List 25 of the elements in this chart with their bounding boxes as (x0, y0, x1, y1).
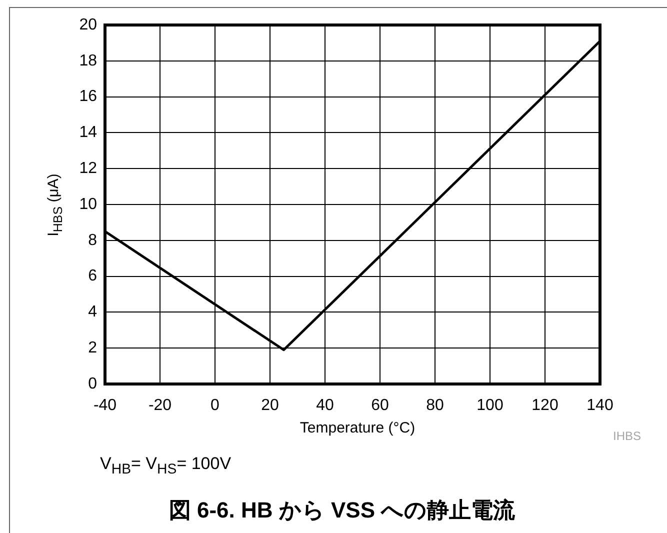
text: IHBS (612, 429, 641, 444)
x-tick-label: 60 (371, 397, 389, 414)
y-tick-label: 6 (88, 268, 98, 285)
x-tick-label: 20 (261, 397, 279, 414)
text: V$_{HB}$= V$_{HS}$= 100V (100, 454, 232, 478)
y-tick-label: 18 (79, 52, 98, 70)
y-tick-label: 16 (79, 88, 98, 106)
x-tick-label: 80 (426, 397, 444, 414)
x-tick-label: 140 (586, 397, 614, 414)
y-tick-label: 2 (88, 340, 98, 357)
x-axis-title: Temperature (°C) (300, 419, 416, 437)
x-tick-label: 0 (210, 397, 220, 414)
x-tick-label: -40 (93, 397, 117, 414)
y-tick-label: 10 (79, 196, 98, 213)
x-tick-label: 100 (476, 397, 504, 414)
x-tick-label: -20 (148, 397, 172, 414)
text: 図 6-6. HB から VSS への静止電流 (168, 497, 516, 523)
y-tick-label: 14 (79, 124, 98, 142)
y-tick-label: 4 (88, 304, 98, 321)
y-tick-label: 0 (88, 375, 98, 392)
y-tick-label: 20 (79, 16, 98, 34)
y-tick-label: 8 (88, 232, 98, 249)
y-tick-label: 12 (79, 160, 98, 178)
x-tick-label: 40 (316, 397, 334, 414)
x-tick-label: 120 (532, 397, 558, 414)
